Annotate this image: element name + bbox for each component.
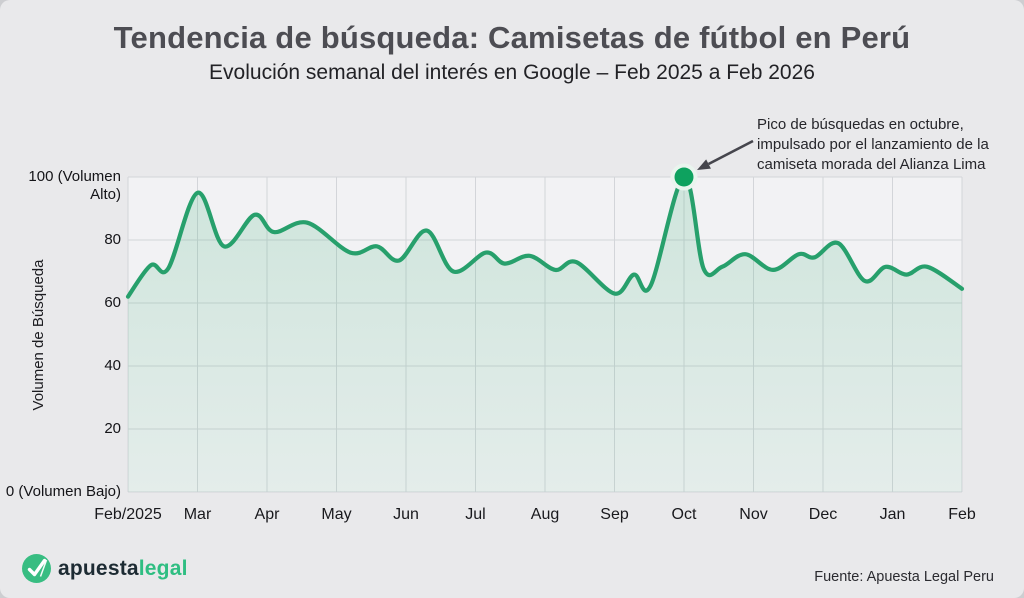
x-tick-label: Jul [465,506,486,523]
y-tick-label: 100 (Volumen Alto) [28,168,121,203]
x-tick-label: Dec [808,506,838,523]
brand-name: apuestalegal [58,557,188,581]
brand-name-primary: apuesta [58,556,139,580]
x-tick-label: Jan [879,506,906,523]
annotation-arrow [707,139,754,166]
peak-marker [674,167,694,187]
x-tick-label: Nov [739,506,768,523]
x-tick-label: Oct [671,506,697,523]
x-tick-label: Aug [530,506,560,523]
annotation-arrowhead [697,159,711,170]
y-tick-label: 20 [104,420,121,437]
source-credit: Fuente: Apuesta Legal Peru [814,569,994,585]
check-badge-icon [22,554,51,583]
y-axis-title: Volumen de Búsqueda [30,259,47,411]
x-tick-label: Feb/2025 [94,506,162,523]
annotation-text: Pico de búsquedas en octubre, impulsado … [757,116,989,173]
x-tick-label: Mar [183,506,212,523]
x-tick-label: Jun [393,506,419,523]
area-fill [128,176,962,493]
y-tick-label: 80 [104,231,121,248]
y-tick-label: 0 (Volumen Bajo) [5,483,121,500]
x-tick-label: Feb [948,506,976,523]
page-subtitle: Evolución semanal del interés en Google … [209,61,815,84]
trend-line [125,174,965,299]
x-tick-label: May [321,506,352,523]
y-tick-label: 60 [104,294,121,311]
y-tick-label: 40 [104,357,121,374]
brand-name-secondary: legal [138,556,188,580]
x-tick-label: Apr [254,506,280,523]
page-title: Tendencia de búsqueda: Camisetas de fútb… [113,20,911,55]
x-tick-label: Sep [600,506,629,523]
brand-logo: apuestalegal [22,554,188,583]
